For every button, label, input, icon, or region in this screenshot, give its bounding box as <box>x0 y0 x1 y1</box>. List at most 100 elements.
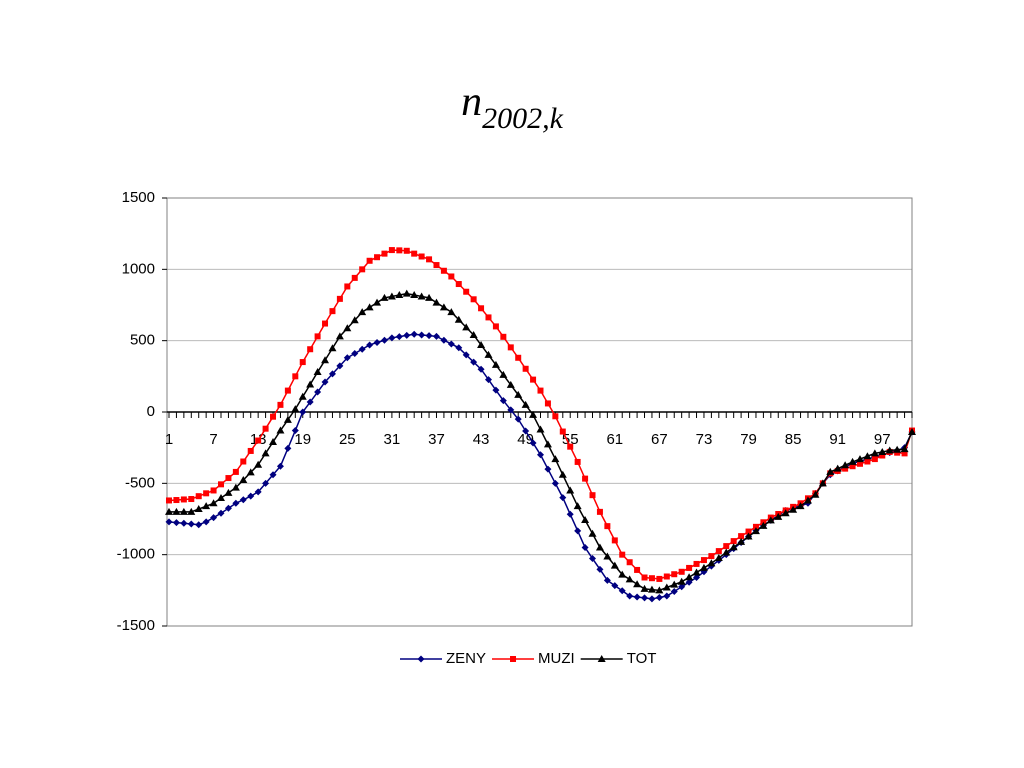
point <box>766 516 775 524</box>
point <box>239 476 248 484</box>
point <box>611 582 619 590</box>
point <box>693 573 701 581</box>
point <box>648 595 656 603</box>
point <box>343 354 351 362</box>
point <box>224 488 233 496</box>
point <box>492 323 499 330</box>
point <box>277 401 284 408</box>
point <box>530 376 537 383</box>
point <box>871 456 878 463</box>
x-tick-label: 67 <box>651 431 668 448</box>
point <box>789 505 798 513</box>
point <box>507 406 515 414</box>
point <box>306 380 315 388</box>
point <box>634 566 641 573</box>
x-tick-label: 97 <box>874 431 891 448</box>
point <box>439 303 448 311</box>
point <box>402 289 411 297</box>
point <box>611 537 618 544</box>
point <box>202 518 210 526</box>
point <box>418 331 426 339</box>
point <box>366 257 373 264</box>
point <box>276 462 284 470</box>
point <box>796 502 805 510</box>
point <box>581 515 590 523</box>
title-subscript: 2002,k <box>482 102 564 135</box>
point <box>417 292 426 300</box>
point <box>478 305 485 312</box>
point <box>781 509 790 517</box>
point <box>396 247 403 254</box>
point <box>314 333 321 340</box>
point <box>900 445 909 453</box>
point <box>314 388 322 396</box>
point <box>730 538 737 545</box>
point <box>856 460 863 467</box>
point <box>195 521 203 529</box>
point <box>218 481 225 488</box>
point <box>380 293 389 301</box>
point <box>492 386 500 394</box>
point <box>232 499 240 507</box>
point <box>529 410 538 418</box>
point <box>276 426 285 434</box>
point <box>692 568 701 576</box>
legend-marker <box>510 656 517 662</box>
point <box>239 496 247 504</box>
y-tick-label: 0 <box>147 403 155 420</box>
point <box>714 553 723 561</box>
point <box>529 439 537 447</box>
point <box>477 365 485 373</box>
point <box>521 400 530 408</box>
point <box>225 475 232 482</box>
point <box>477 340 486 348</box>
point <box>321 378 329 386</box>
point <box>172 519 180 527</box>
y-tick-label: -1500 <box>117 617 155 634</box>
point <box>217 509 225 517</box>
point <box>247 492 255 500</box>
point <box>678 583 686 591</box>
point <box>582 475 589 482</box>
point <box>246 468 255 476</box>
point <box>425 332 433 340</box>
point <box>559 494 567 502</box>
point <box>596 508 603 515</box>
y-tick-label: 1500 <box>122 189 155 206</box>
point <box>552 413 559 420</box>
point <box>506 380 515 388</box>
point <box>841 461 850 469</box>
point <box>203 490 210 497</box>
point <box>751 527 760 535</box>
point <box>351 274 358 281</box>
point <box>670 587 678 595</box>
point <box>551 479 559 487</box>
point <box>254 460 263 468</box>
point <box>685 573 694 581</box>
point <box>180 496 187 503</box>
point <box>255 437 262 444</box>
point <box>224 504 232 512</box>
point <box>870 449 879 457</box>
point <box>581 544 589 552</box>
x-tick-label: 7 <box>209 431 217 448</box>
point <box>307 346 314 353</box>
point <box>335 332 344 340</box>
point <box>455 344 463 352</box>
point <box>901 450 908 457</box>
point <box>693 560 700 567</box>
x-tick-label: 31 <box>384 431 401 448</box>
point <box>908 427 916 435</box>
point <box>522 365 529 372</box>
point <box>878 447 887 455</box>
y-tick-label: -1000 <box>117 546 155 563</box>
point <box>774 512 783 520</box>
point <box>173 497 180 504</box>
point <box>885 446 894 454</box>
point <box>855 455 864 463</box>
point <box>589 492 596 499</box>
point <box>626 559 633 566</box>
point <box>537 451 544 459</box>
point <box>655 593 663 601</box>
point <box>707 559 716 567</box>
